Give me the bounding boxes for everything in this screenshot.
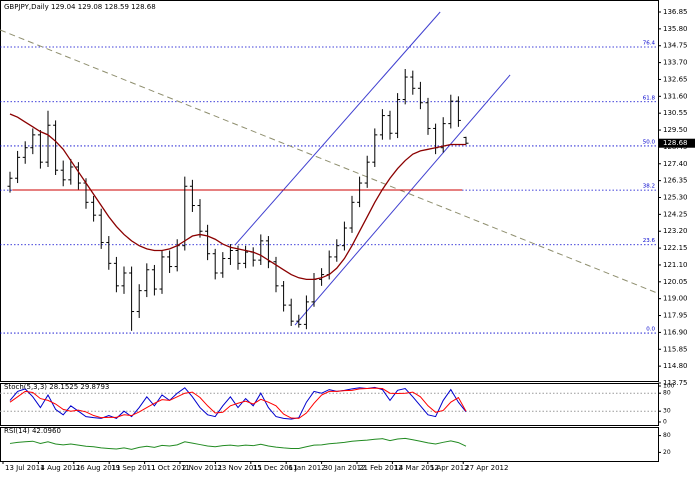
x-tick-label: 19 Sep 2011	[111, 464, 155, 472]
trendline	[0, 29, 658, 294]
labels: GBPJPY,Daily 129.04 129.08 128.59 128.68…	[2, 3, 695, 472]
y-tick-label: 121.10	[663, 261, 688, 269]
y-tick-label: 30	[663, 408, 671, 415]
y-tick-label: 126.35	[663, 177, 688, 185]
y-tick-label: 135.80	[663, 25, 688, 33]
y-tick-label: 125.30	[663, 194, 688, 202]
x-tick-label: 23 Nov 2011	[217, 464, 262, 472]
y-tick-label: 113.75	[663, 379, 688, 387]
y-tick-label: 20	[663, 449, 671, 456]
y-tick-label: 117.95	[663, 312, 688, 320]
pane-title: RSI(14) 42.0960	[4, 427, 61, 435]
trendline	[294, 74, 511, 326]
last-price-label: 128.68	[663, 139, 688, 147]
y-tick-label: 124.25	[663, 210, 688, 218]
stoch-plot	[0, 386, 658, 420]
x-tick-label: 2 Nov 2011	[182, 464, 222, 472]
x-tick-label: 14 Mar 2012	[394, 464, 438, 472]
indicator-line	[9, 437, 467, 450]
y-tick-label: 80	[663, 432, 671, 439]
x-tick-label: 26 Aug 2011	[76, 464, 121, 472]
moving-average	[9, 113, 466, 281]
fib-label: 38.2	[643, 184, 655, 190]
fib-label: 61.8	[643, 95, 656, 101]
fib-label: 0.0	[646, 327, 655, 333]
y-tick-label: 134.75	[663, 42, 688, 50]
y-tick-label: 127.40	[663, 160, 688, 168]
y-tick-label: 131.60	[663, 92, 688, 100]
y-tick-label: 115.85	[663, 345, 688, 353]
y-tick-label: 80	[663, 390, 671, 397]
indicator-line	[9, 387, 467, 419]
indicator-line	[9, 386, 467, 420]
x-tick-label: 30 Jan 2012	[324, 464, 366, 472]
y-tick-label: 132.65	[663, 75, 688, 83]
main-plot: 76.4 61.8 50.0 38.2 23.6 0.0	[0, 11, 658, 334]
x-tick-label: 27 Apr 2012	[465, 464, 508, 472]
fib-label: 50.0	[643, 139, 656, 145]
trendline	[234, 11, 441, 246]
y-tick-label: 120.05	[663, 278, 688, 286]
y-tick-label: 130.55	[663, 109, 688, 117]
x-tick-label: 5 Apr 2012	[430, 464, 469, 472]
y-tick-label: 119.00	[663, 295, 688, 303]
rsi-pane	[0, 427, 659, 462]
y-tick-label: 114.80	[663, 362, 688, 370]
rsi-plot	[9, 437, 467, 450]
x-tick-label: 6 Jan 2012	[288, 464, 326, 472]
y-tick-label: 0	[663, 419, 667, 426]
main-pane	[0, 0, 659, 382]
x-tick-label: 4 Aug 2011	[40, 464, 80, 472]
y-tick-label: 129.50	[663, 126, 688, 134]
y-tick-label: 122.15	[663, 244, 688, 252]
y-tick-label: 133.70	[663, 59, 688, 67]
x-tick-label: 21 Feb 2012	[359, 464, 403, 472]
chart-title: GBPJPY,Daily 129.04 129.08 128.59 128.68	[4, 3, 156, 11]
y-tick-label: 116.90	[663, 328, 688, 336]
x-tick-label: 15 Dec 2011	[253, 464, 298, 472]
x-tick-label: 11 Oct 2011	[147, 464, 190, 472]
stoch-pane	[0, 383, 659, 426]
y-tick-label: 123.20	[663, 227, 688, 235]
y-tick-label: 100	[663, 383, 675, 390]
fib-label: 23.6	[643, 238, 656, 244]
last-price-box	[659, 138, 695, 148]
fib-label: 76.4	[643, 41, 656, 47]
y-tick-label: 136.85	[663, 8, 688, 16]
pane-title: Stoch(5,3,3) 28.1525 29.8793	[4, 383, 109, 391]
x-tick-label: 13 Jul 2011	[5, 464, 45, 472]
